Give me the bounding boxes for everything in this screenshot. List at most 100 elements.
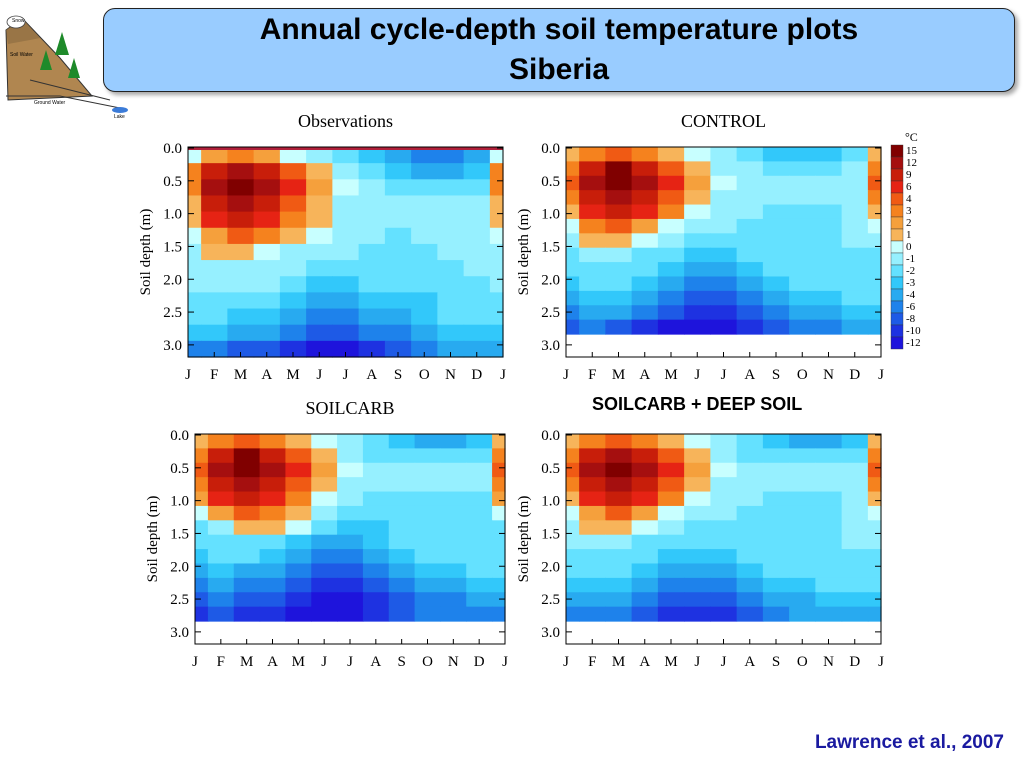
- heatmap-cell: [684, 505, 711, 521]
- heatmap-cell: [566, 491, 580, 507]
- heatmap-cell: [466, 606, 493, 622]
- heatmap-cell: [279, 243, 307, 261]
- heatmap-cell: [579, 233, 606, 249]
- heatmap-cell: [736, 190, 764, 206]
- heatmap-cell: [201, 211, 228, 229]
- heatmap-cell: [466, 434, 493, 449]
- heatmap-cell: [358, 340, 386, 358]
- heatmap-cell: [631, 204, 659, 220]
- heatmap-cell: [841, 204, 869, 220]
- heatmap-cell: [605, 520, 633, 536]
- heatmap-cell: [337, 448, 364, 464]
- heatmap-cell: [579, 491, 606, 507]
- heatmap-cell: [311, 448, 338, 464]
- x-tick-label: A: [366, 367, 377, 383]
- heatmap-cell: [388, 477, 416, 493]
- colorbar-swatch: [890, 288, 904, 302]
- y-tick-label: 1.5: [541, 526, 560, 542]
- heatmap-cell: [762, 606, 790, 622]
- colorbar-label: -8: [906, 313, 916, 325]
- heatmap-cell: [566, 563, 580, 579]
- heatmap-cell: [279, 324, 307, 342]
- heatmap-cell: [631, 233, 659, 249]
- colorbar-label: 9: [906, 169, 912, 181]
- heatmap-cell: [306, 308, 333, 326]
- heatmap-cell: [388, 563, 416, 579]
- heatmap-cell: [489, 292, 504, 310]
- heatmap-cell: [684, 534, 711, 550]
- heatmap-cell: [489, 147, 504, 164]
- heatmap-cell: [566, 477, 580, 493]
- heatmap-cell: [789, 190, 816, 206]
- heatmap-cell: [579, 520, 606, 536]
- heatmap-cell: [841, 505, 869, 521]
- heatmap-cell: [605, 233, 633, 249]
- heatmap-cell: [463, 163, 491, 180]
- heatmap-cell: [362, 491, 390, 507]
- heatmap-cell: [253, 211, 281, 229]
- heatmap-cell: [259, 563, 287, 579]
- heatmap-cell: [337, 477, 364, 493]
- heatmap-cell: [710, 290, 738, 306]
- heatmap-cell: [201, 292, 228, 310]
- heatmap-cell: [657, 520, 685, 536]
- heatmap-cell: [384, 163, 412, 180]
- heatmap-cell: [201, 340, 228, 358]
- heatmap-cell: [285, 592, 312, 608]
- heatmap-cell: [631, 218, 659, 234]
- heatmap-cell: [253, 324, 281, 342]
- heatmap-cell: [684, 305, 711, 321]
- heatmap-cell: [227, 227, 255, 245]
- heatmap-cell: [657, 233, 685, 249]
- heatmap-cell: [358, 211, 386, 229]
- heatmap-cell: [736, 147, 764, 162]
- heatmap-cell: [388, 448, 416, 464]
- y-tick-label: 1.5: [163, 239, 182, 255]
- heatmap-cell: [358, 308, 386, 326]
- heatmap-cell: [201, 324, 228, 342]
- heatmap-cell: [579, 218, 606, 234]
- heatmap-cell: [384, 276, 412, 293]
- heatmap-cell: [789, 161, 816, 177]
- heatmap-cell: [762, 577, 790, 593]
- heatmap-cell: [762, 477, 790, 493]
- x-tick-label: D: [471, 367, 482, 383]
- heatmap-cell: [311, 606, 338, 622]
- heatmap-cell: [684, 462, 711, 478]
- x-tick-label: O: [797, 367, 808, 383]
- heatmap-cell: [762, 462, 790, 478]
- heatmap-cell: [384, 292, 412, 310]
- heatmap-cell: [867, 319, 882, 335]
- x-tick-label: J: [343, 367, 349, 383]
- heatmap-cell: [306, 276, 333, 293]
- heatmap-cell: [201, 179, 228, 197]
- x-tick-label: F: [217, 654, 225, 670]
- heatmap-cell: [259, 434, 287, 449]
- heatmap-cell: [411, 163, 438, 180]
- heatmap-cell: [841, 477, 869, 493]
- heatmap-cell: [489, 227, 504, 245]
- heatmap-cell: [605, 434, 633, 449]
- heatmap-cell: [259, 448, 287, 464]
- logo-label-lake: Lake: [114, 114, 125, 120]
- heatmap-cell: [332, 211, 360, 229]
- heatmap-cell: [815, 161, 843, 177]
- heatmap-cell: [657, 549, 685, 565]
- heatmap-cell: [207, 477, 235, 493]
- colorbar-label: 1: [906, 229, 912, 241]
- heatmap-cell: [710, 276, 738, 292]
- heatmap-cell: [736, 175, 764, 191]
- heatmap-cell: [710, 218, 738, 234]
- heatmap-cell: [437, 179, 465, 197]
- heatmap-cell: [207, 592, 235, 608]
- heatmap-cell: [358, 292, 386, 310]
- heatmap-cell: [279, 340, 307, 358]
- heatmap-cell: [227, 308, 255, 326]
- heatmap-cell: [605, 161, 633, 177]
- x-tick-label: A: [639, 654, 650, 670]
- x-tick-label: M: [664, 654, 677, 670]
- heatmap-cell: [736, 233, 764, 249]
- heatmap-cell: [631, 319, 659, 335]
- heatmap-cell: [414, 592, 442, 608]
- heatmap-cell: [306, 211, 333, 229]
